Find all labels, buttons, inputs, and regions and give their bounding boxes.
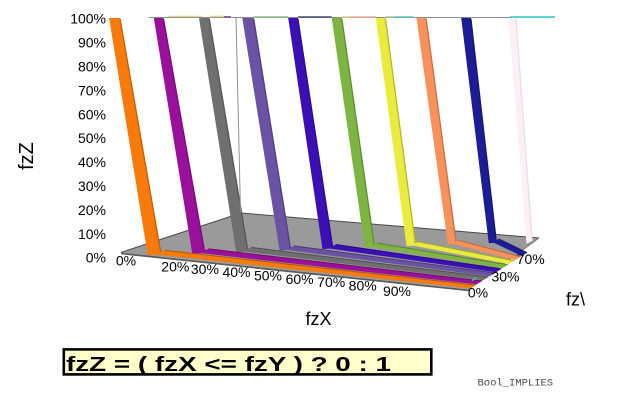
svg-text:40%: 40%: [222, 264, 250, 280]
svg-text:fzX: fzX: [305, 309, 331, 329]
svg-text:fz\: fz\: [566, 290, 585, 310]
svg-text:Bool_IMPLIES: Bool_IMPLIES: [478, 378, 554, 390]
svg-text:60%: 60%: [286, 271, 314, 287]
svg-text:50%: 50%: [254, 268, 282, 284]
svg-text:30%: 30%: [78, 178, 106, 194]
svg-text:30%: 30%: [191, 261, 219, 277]
svg-text:fzZ: fzZ: [16, 142, 38, 170]
svg-text:0%: 0%: [468, 284, 488, 300]
svg-text:90%: 90%: [383, 283, 411, 299]
svg-text:70%: 70%: [317, 274, 345, 290]
svg-text:30%: 30%: [491, 268, 519, 284]
svg-text:80%: 80%: [349, 278, 377, 294]
svg-text:90%: 90%: [78, 35, 106, 51]
svg-text:70%: 70%: [78, 82, 106, 98]
svg-text:20%: 20%: [78, 202, 106, 218]
svg-text:100%: 100%: [70, 11, 106, 27]
svg-text:0%: 0%: [86, 250, 106, 266]
svg-text:50%: 50%: [78, 130, 106, 146]
svg-text:20%: 20%: [161, 258, 189, 274]
svg-text:0%: 0%: [116, 252, 136, 268]
svg-text:70%: 70%: [517, 251, 545, 267]
svg-text:10%: 10%: [78, 226, 106, 242]
svg-text:60%: 60%: [78, 106, 106, 122]
svg-text:40%: 40%: [78, 154, 106, 170]
svg-text:fzZ = ( fzX <= fzY ) ? 0 : 1: fzZ = ( fzX <= fzY ) ? 0 : 1: [66, 354, 391, 376]
svg-text:80%: 80%: [78, 59, 106, 75]
